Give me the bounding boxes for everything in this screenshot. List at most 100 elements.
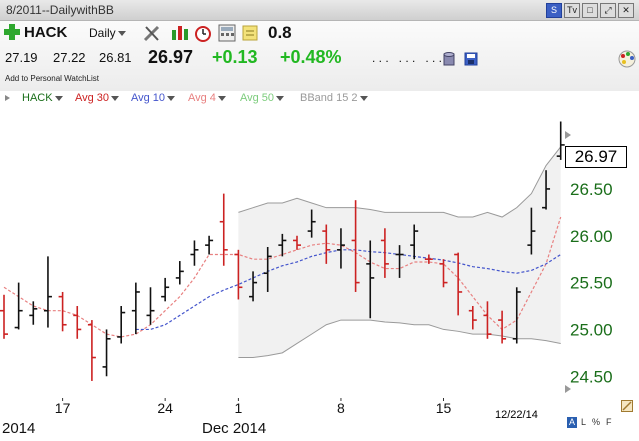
ohlc-bar <box>175 261 184 285</box>
ohlc-bar <box>146 287 155 325</box>
price-chart[interactable]: 24.50 25.00 25.50 26.00 26.50 17 24 1 8 15 2014 De… <box>0 107 639 441</box>
y-axis: 24.50 25.00 25.50 26.00 26.50 <box>570 180 613 386</box>
indicator-label: HACK <box>22 92 53 104</box>
ohlc-bar <box>556 121 565 160</box>
fixed-scale-button[interactable]: F <box>606 417 612 427</box>
save-icon[interactable] <box>464 52 478 66</box>
ohlc-bar <box>161 277 170 302</box>
maximize-icon[interactable]: ⤢ <box>600 3 616 18</box>
period-select[interactable]: Daily <box>89 26 126 40</box>
ohlc-bar <box>542 170 551 210</box>
note-icon[interactable] <box>241 24 259 42</box>
watchlist-link[interactable]: Add to Personal WatchList <box>5 74 99 83</box>
collapse-icon[interactable] <box>5 95 10 101</box>
chart-toolbar: HACK Daily 0.8 27.19 27.22 26.81 26.97 +… <box>0 21 639 92</box>
ohlc-bar <box>439 259 448 288</box>
auto-scale-button[interactable]: A <box>567 417 577 428</box>
ohlc-bar <box>498 310 507 344</box>
x-tick-label: 17 <box>55 400 71 416</box>
ohlc-bar <box>73 306 82 339</box>
ohlc-bar <box>29 301 38 325</box>
ohlc-bar <box>234 249 243 300</box>
tv-icon[interactable]: Tv <box>564 3 580 18</box>
chevron-down-icon <box>117 31 126 37</box>
window-titlebar: 8/2011--DailywithBB S Tv □ ⤢ ✕ <box>0 0 639 21</box>
ohlc-bar <box>263 247 272 292</box>
value-readout: 0.8 <box>268 23 292 42</box>
ohlc-bar <box>293 235 301 250</box>
window-title: 8/2011--DailywithBB <box>6 3 114 17</box>
ohlc-bar <box>307 209 316 238</box>
open-price: 27.19 <box>5 50 38 65</box>
draw-tool-icon[interactable] <box>621 399 633 412</box>
ohlc-bar <box>380 228 389 278</box>
indicator-hack[interactable]: HACK <box>22 92 63 104</box>
calculator-icon[interactable] <box>218 24 236 42</box>
chevron-down-icon <box>217 95 226 101</box>
low-price: 26.81 <box>99 50 132 65</box>
x-axis: 17 24 1 8 15 2014 Dec 2014 <box>2 398 451 437</box>
indicator-bband[interactable]: BBand 15 2 <box>300 92 368 104</box>
ohlc-bar <box>410 224 419 260</box>
ohlc-bar <box>117 306 126 344</box>
color-palette-icon[interactable] <box>618 50 636 68</box>
indicator-bar: HACK Avg 30 Avg 10 Avg 4 Avg 50 BBand 15… <box>0 91 639 107</box>
change-percent: +0.48% <box>280 47 342 67</box>
indicator-label: BBand 15 2 <box>300 92 358 104</box>
log-scale-button[interactable]: L <box>581 417 587 427</box>
close-icon[interactable]: ✕ <box>618 3 634 18</box>
high-price: 27.22 <box>53 50 86 65</box>
x-tick-label: 24 <box>157 400 173 416</box>
ohlc-bar <box>527 207 536 255</box>
ohlc-bar <box>336 228 345 269</box>
ohlc-bar <box>0 294 8 339</box>
ohlc-bar <box>322 224 331 264</box>
moving-averages <box>3 216 562 338</box>
ohlc-bar <box>249 271 258 302</box>
indicator-label: Avg 4 <box>188 92 216 104</box>
ohlc-bar <box>424 254 433 264</box>
scroll-marker-top <box>565 131 571 139</box>
indicator-avg30[interactable]: Avg 30 <box>75 92 120 104</box>
y-tick-label: 24.50 <box>570 367 613 386</box>
indicator-avg4[interactable]: Avg 4 <box>188 92 226 104</box>
ohlc-bar <box>219 193 228 266</box>
last-price: 26.97 <box>148 47 194 67</box>
database-icon[interactable] <box>442 52 456 66</box>
indicator-avg50[interactable]: Avg 50 <box>240 92 285 104</box>
ohlc-bar <box>351 200 360 292</box>
ohlc-bar <box>58 291 67 332</box>
indicator-avg10[interactable]: Avg 10 <box>131 92 176 104</box>
ohlc-bar <box>14 282 23 330</box>
ohlc-bar <box>190 240 199 266</box>
ohlc-bar <box>483 301 492 339</box>
ohlc-bar <box>87 320 96 381</box>
y-tick-label: 25.00 <box>570 320 613 339</box>
chevron-down-icon <box>276 95 285 101</box>
ohlc-bar <box>454 252 463 316</box>
status-dots: . . . . . . . . . <box>372 51 443 65</box>
percent-scale-button[interactable]: % <box>592 417 601 427</box>
ohlc-bar <box>395 245 404 278</box>
y-tick-label: 25.50 <box>570 274 613 293</box>
minimize-icon[interactable]: □ <box>582 3 598 18</box>
x-period-label: Dec 2014 <box>202 420 266 437</box>
ohlc-bar <box>278 233 287 257</box>
chart-style-icon[interactable] <box>171 24 189 42</box>
symbol-label[interactable]: HACK <box>24 24 68 41</box>
chevron-down-icon <box>54 95 63 101</box>
ohlc-bar <box>366 240 375 319</box>
x-tick-label: 15 <box>436 400 452 416</box>
change-value: +0.13 <box>212 47 258 67</box>
share-icon[interactable]: S <box>546 3 562 18</box>
ohlc-bar <box>131 282 140 335</box>
x-tick-label: 1 <box>235 400 243 416</box>
alarm-clock-icon[interactable] <box>194 24 212 42</box>
y-tick-label: 26.50 <box>570 180 613 199</box>
tools-icon[interactable] <box>143 24 161 42</box>
chevron-down-icon <box>359 95 368 101</box>
add-symbol-icon[interactable] <box>4 24 20 40</box>
x-tick-label: 8 <box>337 400 345 416</box>
date-stamp: 12/22/14 <box>495 409 538 421</box>
ma-line-avg-4 <box>3 216 562 338</box>
